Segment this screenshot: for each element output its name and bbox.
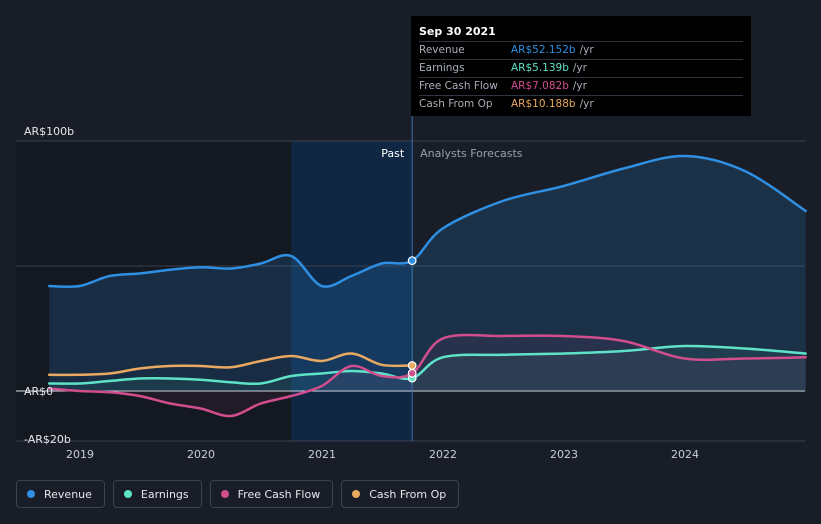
past-label: Past	[381, 147, 405, 160]
forecast-label: Analysts Forecasts	[420, 147, 523, 160]
legend-label: Cash From Op	[369, 487, 447, 501]
tooltip-row-revenue: Revenue AR$52.152b /yr	[419, 41, 743, 59]
tooltip-label: Cash From Op	[419, 98, 493, 110]
series-area-earnings	[49, 345, 806, 391]
tooltip-row-cash-from-op: Cash From Op AR$10.188b /yr	[419, 95, 743, 113]
series-area-free-cash-flow	[49, 335, 806, 417]
tooltip-row-free-cash-flow: Free Cash Flow AR$7.082b /yr	[419, 77, 743, 95]
legend-dot-icon	[352, 490, 361, 498]
tooltip-date: Sep 30 2021	[419, 25, 496, 38]
tooltip-value: AR$10.188b	[511, 98, 576, 110]
legend-item-free-cash-flow[interactable]: Free Cash Flow	[209, 480, 334, 508]
series-point-cash-from-op	[407, 361, 417, 370]
tooltip-unit: /yr	[579, 44, 594, 56]
x-tick-label: 2022	[429, 448, 457, 461]
x-tick-label: 2024	[671, 448, 699, 461]
tooltip-unit: /yr	[572, 62, 587, 74]
legend-item-cash-from-op[interactable]: Cash From Op	[341, 480, 460, 508]
legend-item-earnings[interactable]: Earnings	[112, 480, 202, 508]
tooltip-unit: /yr	[579, 98, 594, 110]
legend-dot-icon	[220, 490, 229, 498]
tooltip-unit: /yr	[572, 80, 587, 92]
tooltip-label: Earnings	[419, 62, 465, 74]
legend-dot-icon	[123, 490, 132, 498]
series-area-revenue	[49, 155, 806, 391]
tooltip-label: Revenue	[419, 44, 465, 56]
tooltip: Sep 30 2021 Revenue AR$52.152b /yr Earni…	[411, 16, 751, 116]
tooltip-value: AR$5.139b	[511, 62, 569, 74]
x-tick-label: 2019	[66, 448, 94, 461]
tooltip-value: AR$7.082b	[511, 80, 569, 92]
y-tick-label: -AR$20b	[24, 433, 71, 446]
legend: Revenue Earnings Free Cash Flow Cash Fro…	[16, 480, 460, 508]
series-point-revenue	[407, 256, 417, 266]
series-line-cash-from-op	[47, 352, 414, 377]
series-point-free-cash-flow	[407, 368, 417, 378]
series-line-earnings	[47, 344, 807, 386]
legend-dot-icon	[27, 490, 35, 498]
legend-label: Free Cash Flow	[237, 487, 321, 501]
tooltip-label: Free Cash Flow	[419, 80, 498, 92]
y-tick-label: AR$100b	[24, 125, 74, 138]
x-tick-label: 2023	[550, 448, 578, 461]
series-line-free-cash-flow	[47, 333, 807, 418]
x-tick-label: 2020	[187, 448, 215, 461]
y-tick-label: AR$0	[24, 385, 53, 398]
x-tick-label: 2021	[308, 448, 336, 461]
legend-label: Revenue	[44, 487, 92, 501]
tooltip-row-earnings: Earnings AR$5.139b /yr	[419, 59, 743, 77]
legend-label: Earnings	[140, 487, 189, 501]
tooltip-value: AR$52.152b	[511, 44, 576, 56]
legend-item-revenue[interactable]: Revenue	[16, 480, 105, 508]
series-line-revenue	[47, 154, 807, 288]
